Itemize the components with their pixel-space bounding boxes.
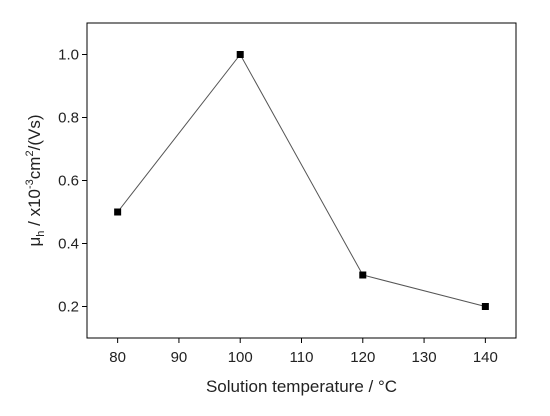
x-tick-label: 100	[228, 349, 253, 366]
y-axis-prefix: / x10	[25, 189, 44, 231]
data-point-marker	[114, 208, 122, 216]
y-axis-symbol: μ	[25, 237, 44, 247]
data-point-marker	[359, 271, 367, 279]
x-tick-label: 90	[171, 349, 188, 366]
data-point-marker	[236, 51, 244, 58]
y-axis-title: μh / x10-3cm2/(Vs)	[24, 115, 47, 247]
x-tick-label: 130	[412, 349, 437, 366]
y-tick-label: 0.6	[58, 173, 79, 190]
y-axis-suffix: /(Vs)	[25, 115, 44, 151]
x-tick-label: 120	[350, 349, 375, 366]
y-axis-unit: cm	[25, 157, 44, 180]
x-axis-ticks: 80 90 100 110 120 130 140	[109, 338, 498, 366]
y-tick-label: 1.0	[58, 47, 79, 64]
data-point-marker	[481, 303, 489, 310]
series-line	[117, 53, 486, 307]
y-axis-unit-exponent: 2	[24, 150, 36, 156]
y-tick-label: 0.4	[58, 236, 79, 253]
x-tick-label: 140	[473, 349, 498, 366]
x-tick-label: 110	[290, 349, 314, 366]
series-layer	[114, 51, 489, 310]
y-axis-exponent: -3	[24, 179, 36, 189]
y-tick-label: 0.2	[58, 299, 79, 316]
plot-area-frame	[86, 22, 517, 339]
y-axis-subscript: h	[35, 231, 47, 237]
y-tick-label: 0.8	[58, 110, 79, 127]
y-axis-ticks: 0.2 0.4 0.6 0.8 1.0	[58, 47, 87, 316]
x-tick-label: 80	[109, 349, 126, 366]
x-axis-title: Solution temperature / °C	[206, 377, 397, 396]
